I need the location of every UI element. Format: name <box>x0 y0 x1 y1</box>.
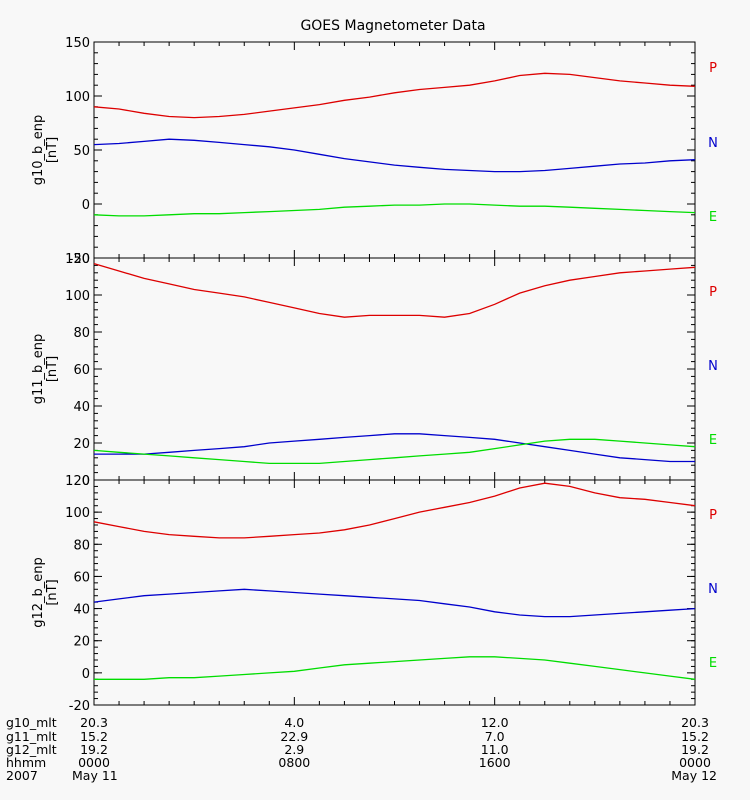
y-tick-label: 60 <box>73 570 90 585</box>
panel-g11_b_enp: 0 20 40 60 80 100 120 g11_b_enp [nT] P N E <box>31 252 718 489</box>
series-line-N <box>94 433 695 463</box>
y-axis-label: g10_b_enp <box>31 115 46 186</box>
y-axis-label: g11_b_enp <box>31 334 46 405</box>
y-tick-label: 80 <box>73 538 90 553</box>
panel-g12_b_enp: -20 0 20 40 60 80 100 120 g12_b_enp [nT] P N E <box>31 474 718 714</box>
series-line-P <box>93 262 696 318</box>
y-tick-label: 100 <box>65 90 90 105</box>
x-tick-label: 0000 <box>78 755 110 770</box>
x-row-label: g10_mlt <box>6 715 57 730</box>
x-tick-label: 20.3 <box>681 715 709 730</box>
legend-label-E: E <box>709 433 717 448</box>
x-tick-label: May 11 <box>72 768 118 783</box>
y-axis-unit: [nT] <box>45 579 60 605</box>
x-tick-label: 15.2 <box>681 729 709 744</box>
y-axis-unit: [nT] <box>45 356 60 382</box>
series-line-N <box>93 138 696 173</box>
y-tick-label: 120 <box>65 474 90 489</box>
y-tick-label: 20 <box>73 635 90 650</box>
series-line-P <box>93 482 696 539</box>
y-tick-label: 120 <box>65 252 90 267</box>
x-tick-label: 22.9 <box>280 729 308 744</box>
x-tick-label: May 12 <box>671 768 717 783</box>
y-tick-label: 20 <box>73 437 90 452</box>
x-axis-labels: g10_mlt 20.3 4.0 12.0 20.3 g11_mlt 15.2 22.9 7.0… <box>6 715 717 783</box>
y-axis-label: g12_b_enp <box>31 557 46 628</box>
x-row-label: g12_mlt <box>6 742 57 757</box>
x-tick-label: 2.9 <box>284 742 304 757</box>
series-line-N <box>93 588 696 618</box>
panel-frame <box>93 257 696 481</box>
y-axis-unit: [nT] <box>45 137 60 163</box>
y-tick-label: -50 <box>69 252 90 267</box>
series-line-P <box>93 72 696 119</box>
y-tick-label: 100 <box>65 289 90 304</box>
x-tick-label: 7.0 <box>485 729 505 744</box>
x-tick-label: 4.0 <box>284 715 304 730</box>
x-tick-label: 12.0 <box>481 715 509 730</box>
legend-label-P: P <box>709 61 717 76</box>
x-tick-label: 0800 <box>278 755 310 770</box>
legend-label-E: E <box>709 210 717 225</box>
y-tick-label: 100 <box>65 506 90 521</box>
series-line-E <box>93 438 696 465</box>
legend-label-P: P <box>709 285 717 300</box>
x-tick-label: 20.3 <box>80 715 108 730</box>
x-tick-label: 11.0 <box>481 742 509 757</box>
legend-label-N: N <box>708 582 718 597</box>
x-tick-label: 0000 <box>679 755 711 770</box>
x-row-label: hhmm <box>6 755 46 770</box>
series-line-E <box>93 203 696 217</box>
legend-label-N: N <box>708 136 718 151</box>
y-tick-label: 60 <box>73 363 90 378</box>
y-tick-label: 40 <box>73 400 90 415</box>
y-tick-label: 0 <box>82 474 90 489</box>
y-tick-label: 0 <box>82 198 90 213</box>
x-tick-label: 19.2 <box>80 742 108 757</box>
y-tick-label: 0 <box>82 667 90 682</box>
y-tick-label: 40 <box>73 603 90 618</box>
x-row-label: 2007 <box>6 768 38 783</box>
panel-frame <box>93 41 696 259</box>
legend-label-P: P <box>709 508 717 523</box>
x-tick-label: 15.2 <box>80 729 108 744</box>
series-line-E <box>94 656 696 680</box>
chart-title: GOES Magnetometer Data <box>300 18 485 34</box>
x-tick-label: 19.2 <box>681 742 709 757</box>
y-tick-label: -20 <box>69 699 90 714</box>
legend-label-N: N <box>708 359 718 374</box>
y-tick-label: 50 <box>73 144 90 159</box>
x-tick-label: 1600 <box>479 755 511 770</box>
panel-g10_b_enp: -50 0 50 100 150 g10_b_enp [nT] P N E <box>31 36 718 267</box>
legend-label-E: E <box>709 656 717 671</box>
y-tick-label: 150 <box>65 36 90 51</box>
x-row-label: g11_mlt <box>6 729 57 744</box>
y-tick-label: 80 <box>73 326 90 341</box>
